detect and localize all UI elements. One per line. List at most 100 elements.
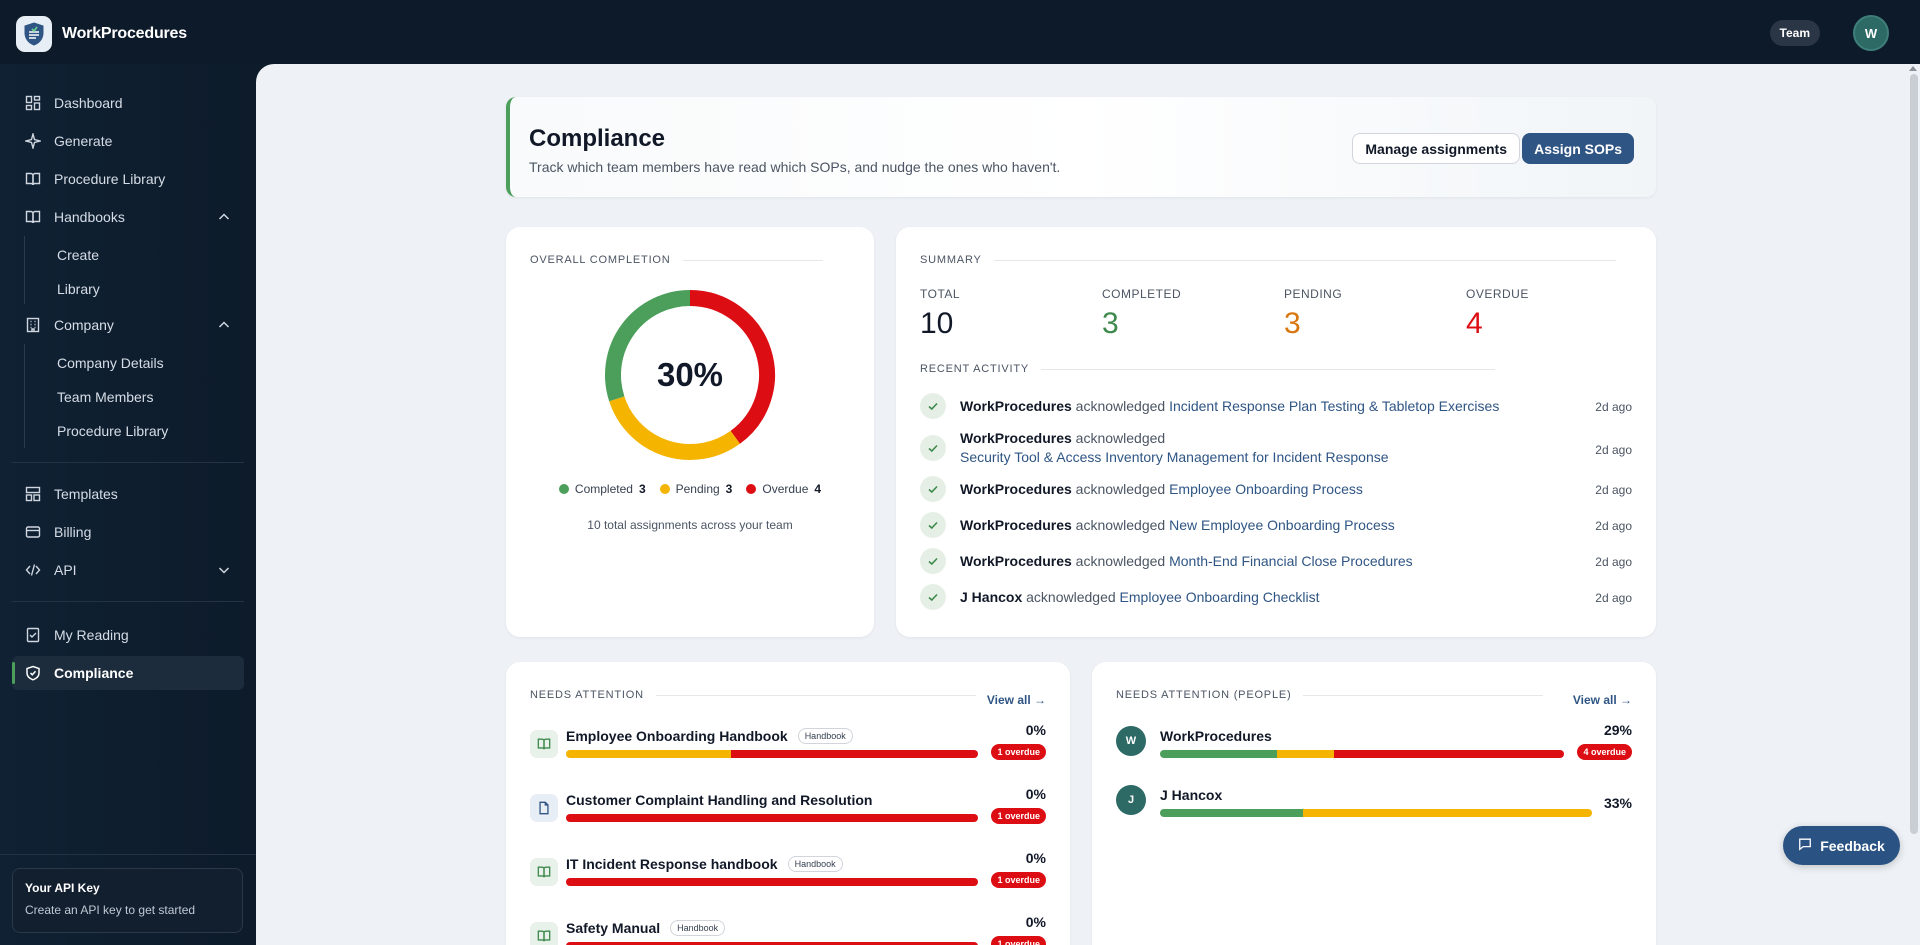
- manage-assignments-button[interactable]: Manage assignments: [1352, 133, 1520, 164]
- needs-attention-card: Needs Attention View all → Employee Onbo…: [506, 662, 1070, 945]
- code-icon: [24, 561, 42, 579]
- attention-percent: 0%: [1025, 722, 1046, 738]
- shield-logo-icon: [16, 16, 52, 52]
- feedback-label: Feedback: [1820, 837, 1885, 854]
- sidebar-item-dashboard[interactable]: Dashboard: [12, 86, 244, 120]
- legend-dot: [659, 484, 670, 494]
- activity-actor: WorkProcedures: [960, 430, 1072, 446]
- donut-slice-completed: [605, 290, 691, 402]
- progress-bar: [566, 814, 978, 822]
- sidebar-subitem-library[interactable]: Library: [57, 281, 100, 297]
- sidebar-item-company[interactable]: Company: [12, 308, 244, 342]
- stat-value: 3: [1284, 307, 1301, 340]
- brand[interactable]: WorkProcedures: [16, 16, 187, 52]
- sidebar-item-label: Company: [54, 317, 114, 333]
- scrollbar-thumb[interactable]: [1910, 74, 1918, 834]
- sidebar-subitem-procedure-library[interactable]: Procedure Library: [57, 423, 169, 439]
- view-all-people-link[interactable]: View all →: [1572, 693, 1632, 707]
- sidebar-divider: [0, 854, 256, 855]
- sidebar-divider: [12, 601, 244, 602]
- api-key-card[interactable]: Your API Key Create an API key to get st…: [12, 868, 243, 933]
- api-key-subtitle: Create an API key to get started: [25, 903, 196, 917]
- legend-label: Overdue: [762, 482, 809, 496]
- attention-percent: 0%: [1025, 914, 1046, 930]
- check-icon: [920, 435, 946, 461]
- bar-segment-overdue: [566, 878, 978, 886]
- chevron-down-icon[interactable]: [216, 562, 232, 578]
- sidebar-item-label: Generate: [54, 133, 113, 149]
- sidebar-item-my-reading[interactable]: My Reading: [12, 618, 244, 652]
- building-icon: [24, 316, 42, 334]
- bar-segment-pending: [1302, 809, 1592, 817]
- activity-actor: WorkProcedures: [960, 398, 1072, 414]
- sidebar-item-billing[interactable]: Billing: [12, 515, 244, 549]
- chevron-up-icon[interactable]: [216, 209, 232, 225]
- book-icon: [24, 170, 42, 188]
- activity-verb: acknowledged: [1075, 553, 1166, 569]
- activity-item: WorkProcedures acknowledged Security Tool…: [920, 429, 1632, 467]
- activity-link[interactable]: New Employee Onboarding Process: [1169, 517, 1395, 533]
- bar-segment-overdue: [566, 814, 978, 822]
- sidebar-item-templates[interactable]: Templates: [12, 477, 244, 511]
- progress-bar: [1160, 809, 1592, 817]
- attention-item-title: IT Incident Response handbook Handbook: [566, 856, 843, 872]
- sidebar-subitem-create[interactable]: Create: [57, 247, 100, 263]
- bar-segment-completed: [1160, 750, 1278, 758]
- assign-sops-button[interactable]: Assign SOPs: [1522, 133, 1634, 164]
- sparkle-icon: [24, 132, 42, 150]
- completion-donut: 30%: [602, 287, 778, 463]
- stat-value: 3: [1102, 307, 1119, 340]
- section-label-text: Recent Activity: [920, 363, 1029, 375]
- sidebar-item-generate[interactable]: Generate: [12, 124, 244, 158]
- legend-label: Completed: [574, 482, 633, 496]
- feedback-button[interactable]: Feedback: [1783, 826, 1900, 865]
- api-key-title: Your API Key: [25, 881, 100, 895]
- attention-percent: 0%: [1025, 850, 1046, 866]
- progress-bar: [566, 750, 978, 758]
- sidebar-item-procedure-library[interactable]: Procedure Library: [12, 162, 244, 196]
- section-label-text: Needs Attention: [530, 689, 644, 701]
- stat-pending: PENDING 3: [1284, 287, 1342, 341]
- progress-bar: [566, 878, 978, 886]
- check-icon: [920, 476, 946, 502]
- activity-link[interactable]: Employee Onboarding Process: [1169, 481, 1363, 497]
- person-avatar: J: [1116, 785, 1146, 815]
- activity-text: WorkProcedures acknowledged Security Tool…: [960, 429, 1410, 467]
- activity-link[interactable]: Employee Onboarding Checklist: [1119, 589, 1320, 605]
- sidebar-divider: [12, 462, 244, 463]
- sidebar-item-api[interactable]: API: [12, 553, 244, 587]
- chevron-up-icon[interactable]: [216, 317, 232, 333]
- sidebar-item-label: Handbooks: [54, 209, 125, 225]
- attention-title-text: Employee Onboarding Handbook: [566, 728, 788, 744]
- book-open-icon: [530, 922, 558, 945]
- activity-link[interactable]: Month-End Financial Close Procedures: [1169, 553, 1413, 569]
- sidebar-item-compliance[interactable]: Compliance: [12, 656, 244, 690]
- sidebar-item-label: Procedure Library: [54, 171, 166, 187]
- attention-item-title: Customer Complaint Handling and Resoluti…: [566, 792, 872, 808]
- donut-legend: Completed 3 Pending 3 Overdue 4: [506, 482, 874, 496]
- check-icon: [920, 584, 946, 610]
- sidebar-subitem-company-details[interactable]: Company Details: [57, 355, 164, 371]
- view-all-link[interactable]: View all →: [986, 693, 1046, 707]
- sidebar-item-handbooks[interactable]: Handbooks: [12, 200, 244, 234]
- team-badge[interactable]: Team: [1769, 20, 1820, 46]
- stat-completed: COMPLETED 3: [1102, 287, 1181, 341]
- legend-label: Pending: [675, 482, 720, 496]
- activity-link[interactable]: Security Tool & Access Inventory Managem…: [960, 449, 1389, 465]
- bar-segment-overdue: [566, 942, 978, 945]
- legend-count: 3: [725, 482, 733, 496]
- activity-verb: acknowledged: [1075, 430, 1166, 446]
- sub-nav-line: [24, 344, 25, 448]
- legend-pending: Pending 3: [659, 482, 733, 496]
- main-content: Compliance Track which team members have…: [256, 64, 1920, 945]
- activity-link[interactable]: Incident Response Plan Testing & Tableto…: [1169, 398, 1500, 414]
- activity-item: WorkProcedures acknowledged Month-End Fi…: [920, 548, 1632, 574]
- sidebar-subitem-team-members[interactable]: Team Members: [57, 389, 154, 405]
- user-avatar[interactable]: W: [1853, 15, 1889, 51]
- scroll-up-arrow[interactable]: [1909, 66, 1917, 71]
- attention-title-text: Customer Complaint Handling and Resoluti…: [566, 792, 873, 808]
- stat-label: OVERDUE: [1466, 287, 1529, 301]
- stat-value: 10: [920, 307, 954, 340]
- total-assignments-text: 10 total assignments across your team: [587, 518, 793, 532]
- bar-segment-pending: [1277, 750, 1334, 758]
